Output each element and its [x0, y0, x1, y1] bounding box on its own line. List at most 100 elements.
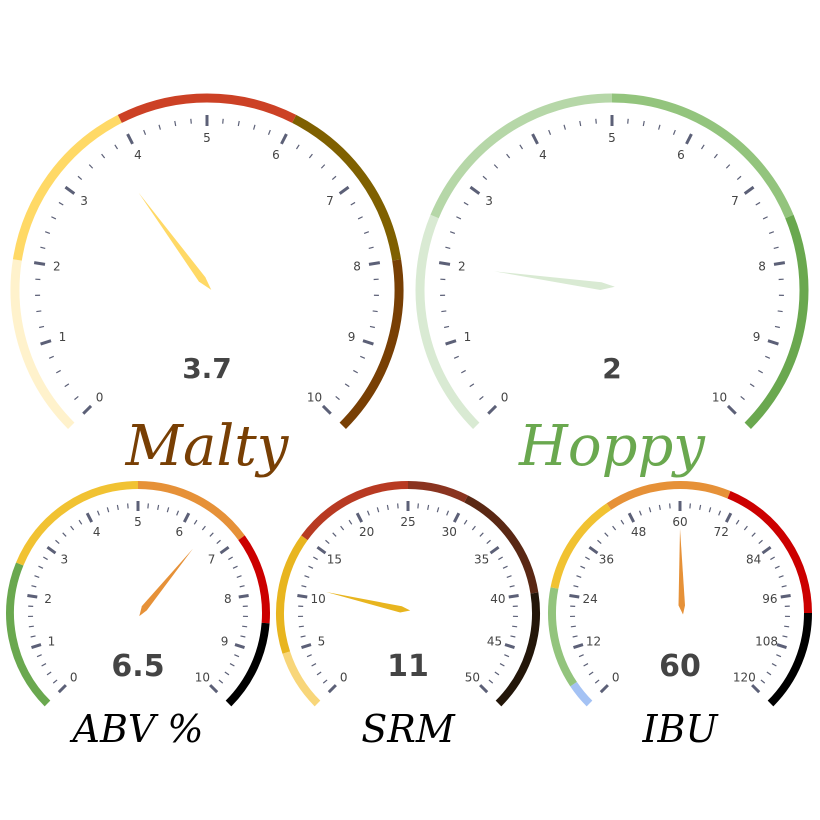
minor-tick [41, 663, 47, 667]
minor-tick [580, 565, 586, 569]
major-tick [780, 593, 791, 599]
minor-tick [340, 525, 345, 531]
minor-tick [106, 507, 110, 513]
gauge-title: Malty [125, 414, 290, 479]
minor-tick [718, 510, 722, 516]
tick-label: 40 [490, 592, 505, 606]
minor-tick [700, 144, 705, 150]
major-tick [280, 133, 288, 145]
minor-tick [224, 671, 230, 676]
minor-tick [236, 575, 242, 578]
minor-tick [770, 556, 775, 561]
gauge-hoppy: 0 1 2 3 4 5 6 7 8 9 10 2 Hoppy [415, 93, 809, 479]
gauge-band [570, 681, 593, 707]
minor-tick [46, 671, 52, 676]
major-tick [82, 404, 93, 415]
minor-tick [758, 369, 764, 374]
minor-tick [193, 519, 198, 525]
minor-tick [594, 679, 600, 684]
gauge-srm: 0 5 10 15 20 25 30 35 40 45 50 11 SRM [276, 481, 540, 751]
minor-tick [463, 519, 468, 525]
major-tick [767, 339, 779, 346]
minor-tick [369, 325, 375, 329]
major-tick [569, 593, 580, 599]
gauge-band [339, 259, 404, 429]
tick-label: 3 [61, 553, 69, 567]
tick-label: 50 [465, 671, 480, 685]
minor-tick [713, 153, 718, 159]
tick-label: 6 [175, 525, 183, 539]
minor-tick [773, 246, 779, 250]
minor-tick [218, 679, 224, 684]
minor-tick [176, 510, 180, 516]
major-tick [219, 545, 230, 555]
minor-tick [308, 153, 313, 159]
minor-tick [28, 625, 34, 628]
major-tick [316, 545, 327, 555]
major-tick [508, 593, 519, 599]
gauge-band [611, 93, 794, 219]
minor-tick [344, 383, 350, 388]
tick-label: 3 [485, 194, 493, 208]
gauge-malty: 0 1 2 3 4 5 6 7 8 9 10 3.7 Malty [10, 93, 404, 479]
tick-label: 2 [458, 259, 466, 273]
minor-tick [143, 129, 147, 135]
major-tick [297, 593, 308, 599]
major-tick [452, 512, 461, 523]
minor-tick [88, 164, 94, 169]
gauge-value: 6.5 [111, 649, 164, 684]
minor-tick [573, 585, 579, 588]
major-tick [469, 185, 481, 195]
minor-tick [784, 625, 790, 628]
minor-tick [216, 539, 221, 545]
tick-label: 10 [307, 391, 322, 405]
minor-tick [579, 120, 582, 127]
minor-tick [427, 504, 430, 510]
major-tick [301, 643, 312, 650]
minor-tick [765, 355, 771, 359]
minor-tick [620, 519, 625, 525]
gauge-band [282, 651, 321, 707]
minor-tick [469, 383, 475, 388]
minor-tick [234, 654, 240, 658]
minor-tick [232, 565, 238, 569]
minor-tick [298, 625, 304, 628]
minor-tick [578, 654, 584, 658]
gauge-band [415, 214, 480, 429]
minor-tick [31, 585, 37, 588]
major-tick [31, 643, 42, 650]
minor-tick [360, 355, 366, 359]
major-tick [531, 133, 539, 145]
minor-tick [353, 369, 359, 374]
minor-tick [36, 654, 42, 658]
tick-label: 9 [753, 330, 761, 344]
minor-tick [228, 556, 233, 561]
tick-label: 9 [221, 634, 229, 648]
minor-tick [749, 383, 755, 388]
minor-tick [386, 504, 389, 510]
minor-tick [493, 164, 499, 169]
minor-tick [237, 120, 240, 127]
minor-tick [725, 164, 731, 169]
gauge-band [276, 535, 308, 654]
minor-tick [311, 663, 317, 667]
tick-label: 8 [353, 259, 361, 273]
gauge-band [6, 562, 51, 707]
tick-label: 8 [758, 259, 766, 273]
tick-label: 3 [80, 194, 88, 208]
minor-tick [588, 671, 594, 676]
major-tick [445, 339, 457, 346]
minor-tick [441, 310, 447, 313]
minor-tick [48, 355, 54, 359]
major-tick [776, 643, 787, 650]
minor-tick [778, 575, 784, 578]
major-tick [588, 545, 599, 555]
tick-label: 84 [746, 553, 761, 567]
minor-tick [735, 519, 740, 525]
minor-tick [55, 539, 60, 545]
gauge-band [301, 481, 409, 541]
minor-tick [456, 216, 462, 220]
gauge-title: IBU [642, 707, 720, 751]
minor-tick [58, 201, 64, 206]
tick-label: 120 [733, 671, 756, 685]
